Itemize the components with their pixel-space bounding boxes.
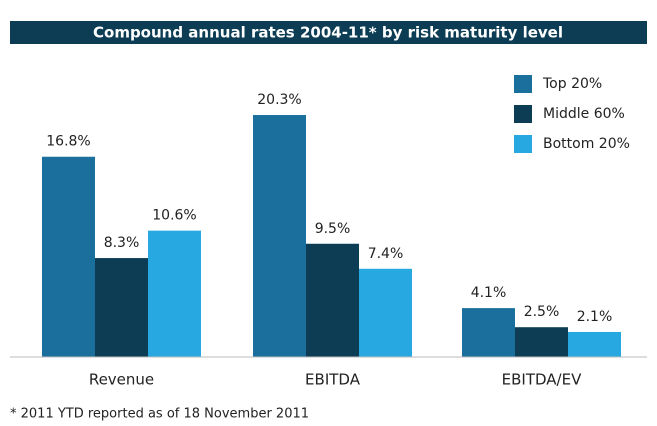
x-tick-label: EBITDA/EV	[502, 371, 582, 389]
bar	[253, 115, 306, 357]
legend-swatch	[514, 135, 532, 153]
legend-swatch	[514, 75, 532, 93]
bar	[95, 258, 148, 357]
value-label: 7.4%	[368, 246, 404, 262]
bar	[359, 268, 412, 357]
value-label: 16.8%	[46, 134, 90, 150]
value-label: 2.5%	[524, 304, 560, 320]
legend-label: Middle 60%	[543, 106, 625, 122]
bar	[515, 327, 568, 357]
legend-label: Bottom 20%	[543, 136, 630, 152]
value-label: 10.6%	[152, 208, 196, 224]
bar	[568, 331, 621, 357]
value-label: 8.3%	[104, 235, 140, 251]
x-tick-label: Revenue	[89, 371, 154, 389]
bar	[148, 230, 201, 357]
chart-title: Compound annual rates 2004-11* by risk m…	[93, 24, 563, 42]
legend-swatch	[514, 105, 532, 123]
bar	[306, 243, 359, 357]
value-label: 9.5%	[315, 221, 351, 237]
title-bar	[10, 21, 647, 44]
footnote: * 2011 YTD reported as of 18 November 20…	[10, 407, 309, 422]
bar	[42, 156, 95, 357]
value-label: 4.1%	[471, 285, 507, 301]
value-label: 20.3%	[257, 92, 301, 108]
x-tick-label: EBITDA	[305, 371, 361, 389]
bar	[462, 308, 515, 357]
legend-label: Top 20%	[542, 76, 602, 92]
value-label: 2.1%	[577, 309, 613, 325]
